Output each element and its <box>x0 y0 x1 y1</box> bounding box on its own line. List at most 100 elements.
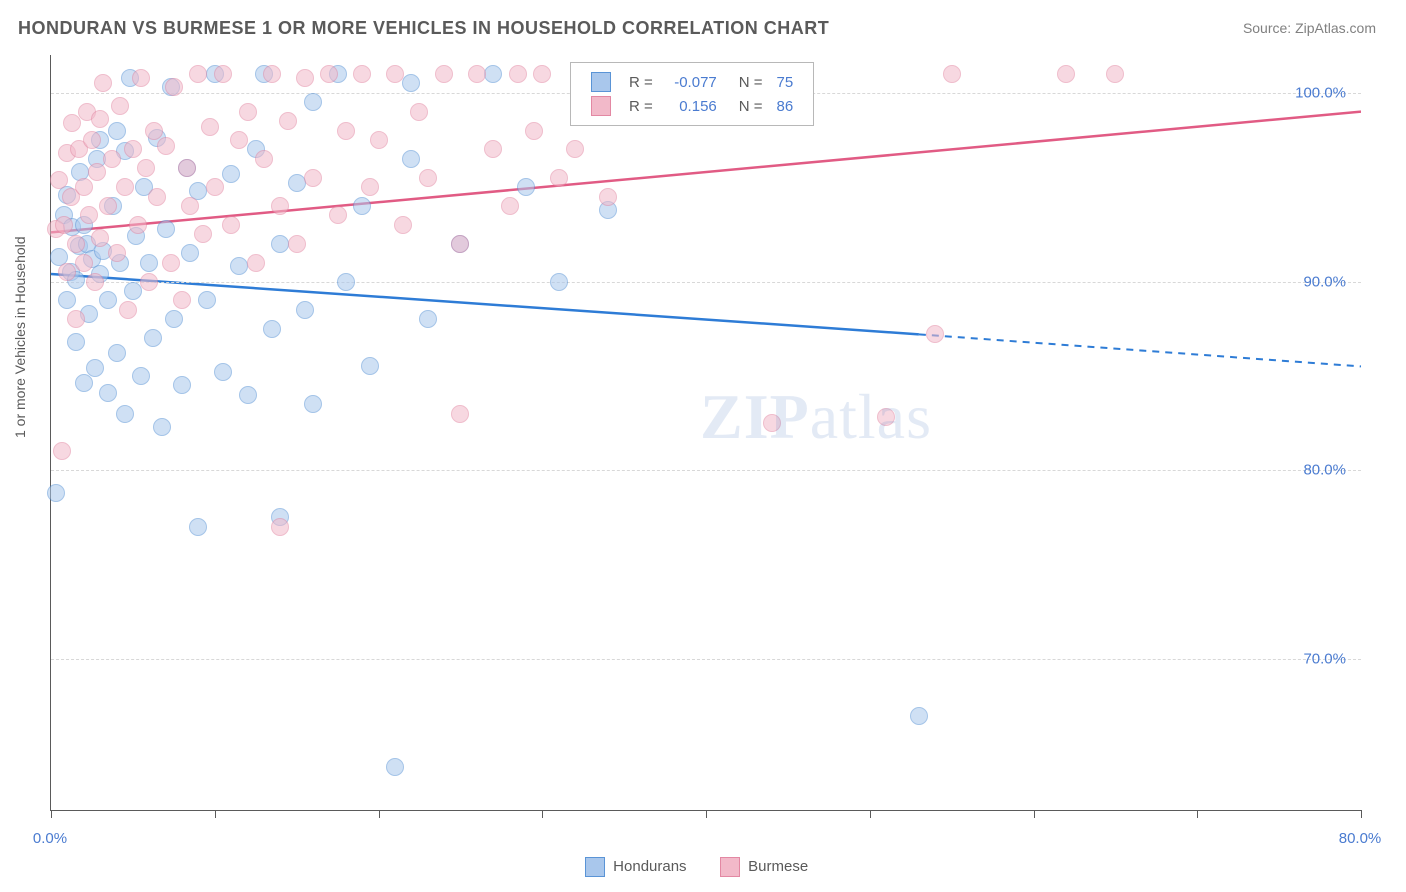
scatter-point <box>451 235 469 253</box>
x-tick <box>1034 810 1035 818</box>
scatter-point <box>83 131 101 149</box>
scatter-point <box>55 216 73 234</box>
scatter-point <box>58 291 76 309</box>
scatter-point <box>99 384 117 402</box>
scatter-point <box>165 310 183 328</box>
y-tick-label: 80.0% <box>1303 462 1346 479</box>
scatter-point <box>410 103 428 121</box>
x-tick <box>1197 810 1198 818</box>
scatter-point <box>162 254 180 272</box>
scatter-point <box>271 197 289 215</box>
scatter-point <box>91 110 109 128</box>
scatter-point <box>288 174 306 192</box>
scatter-point <box>533 65 551 83</box>
scatter-point <box>47 484 65 502</box>
scatter-point <box>108 122 126 140</box>
scatter-point <box>304 395 322 413</box>
y-axis-label: 1 or more Vehicles in Household <box>12 236 28 438</box>
scatter-point <box>419 310 437 328</box>
scatter-point <box>111 97 129 115</box>
legend-table: R = -0.077 N = 75 R = 0.156 N = 86 <box>583 69 801 119</box>
scatter-point <box>129 216 147 234</box>
scatter-point <box>271 518 289 536</box>
scatter-point <box>91 229 109 247</box>
scatter-point <box>86 273 104 291</box>
scatter-point <box>1106 65 1124 83</box>
scatter-point <box>550 169 568 187</box>
grid-line <box>51 470 1361 471</box>
scatter-point <box>329 206 347 224</box>
x-tick-label: 0.0% <box>33 830 67 847</box>
scatter-point <box>153 418 171 436</box>
x-tick <box>215 810 216 818</box>
y-tick-label: 100.0% <box>1295 84 1346 101</box>
scatter-point <box>214 65 232 83</box>
scatter-point <box>943 65 961 83</box>
scatter-point <box>296 301 314 319</box>
scatter-point <box>67 310 85 328</box>
scatter-point <box>119 301 137 319</box>
scatter-point <box>75 178 93 196</box>
scatter-point <box>361 357 379 375</box>
scatter-point <box>108 344 126 362</box>
scatter-point <box>361 178 379 196</box>
scatter-point <box>157 137 175 155</box>
regression-line <box>51 112 1361 233</box>
legend-item: Hondurans <box>585 857 687 877</box>
scatter-point <box>214 363 232 381</box>
scatter-point <box>271 235 289 253</box>
scatter-point <box>501 197 519 215</box>
scatter-point <box>50 171 68 189</box>
scatter-point <box>394 216 412 234</box>
scatter-point <box>201 118 219 136</box>
scatter-point <box>402 150 420 168</box>
scatter-point <box>304 169 322 187</box>
scatter-point <box>173 376 191 394</box>
scatter-point <box>75 374 93 392</box>
scatter-point <box>337 273 355 291</box>
scatter-point <box>247 254 265 272</box>
scatter-point <box>566 140 584 158</box>
scatter-point <box>165 78 183 96</box>
scatter-point <box>288 235 306 253</box>
scatter-point <box>58 263 76 281</box>
scatter-point <box>80 206 98 224</box>
scatter-point <box>509 65 527 83</box>
grid-line <box>51 659 1361 660</box>
scatter-point <box>550 273 568 291</box>
x-tick <box>51 810 52 818</box>
scatter-point <box>198 291 216 309</box>
x-tick <box>870 810 871 818</box>
scatter-point <box>255 150 273 168</box>
scatter-point <box>468 65 486 83</box>
x-tick <box>379 810 380 818</box>
scatter-point <box>53 442 71 460</box>
scatter-point <box>67 333 85 351</box>
legend-item: Burmese <box>720 857 808 877</box>
x-tick <box>1361 810 1362 818</box>
scatter-point <box>386 65 404 83</box>
scatter-point <box>99 197 117 215</box>
scatter-point <box>599 188 617 206</box>
scatter-point <box>181 197 199 215</box>
scatter-point <box>178 159 196 177</box>
scatter-point <box>1057 65 1075 83</box>
scatter-point <box>206 178 224 196</box>
chart-title: HONDURAN VS BURMESE 1 OR MORE VEHICLES I… <box>18 18 829 39</box>
scatter-point <box>222 165 240 183</box>
scatter-point <box>353 197 371 215</box>
y-tick-label: 70.0% <box>1303 651 1346 668</box>
scatter-point <box>181 244 199 262</box>
scatter-point <box>194 225 212 243</box>
scatter-point <box>86 359 104 377</box>
scatter-point <box>435 65 453 83</box>
scatter-point <box>99 291 117 309</box>
scatter-point <box>910 707 928 725</box>
scatter-point <box>67 235 85 253</box>
scatter-point <box>353 65 371 83</box>
scatter-point <box>517 178 535 196</box>
scatter-point <box>124 282 142 300</box>
scatter-point <box>132 367 150 385</box>
scatter-point <box>239 386 257 404</box>
scatter-point <box>304 93 322 111</box>
